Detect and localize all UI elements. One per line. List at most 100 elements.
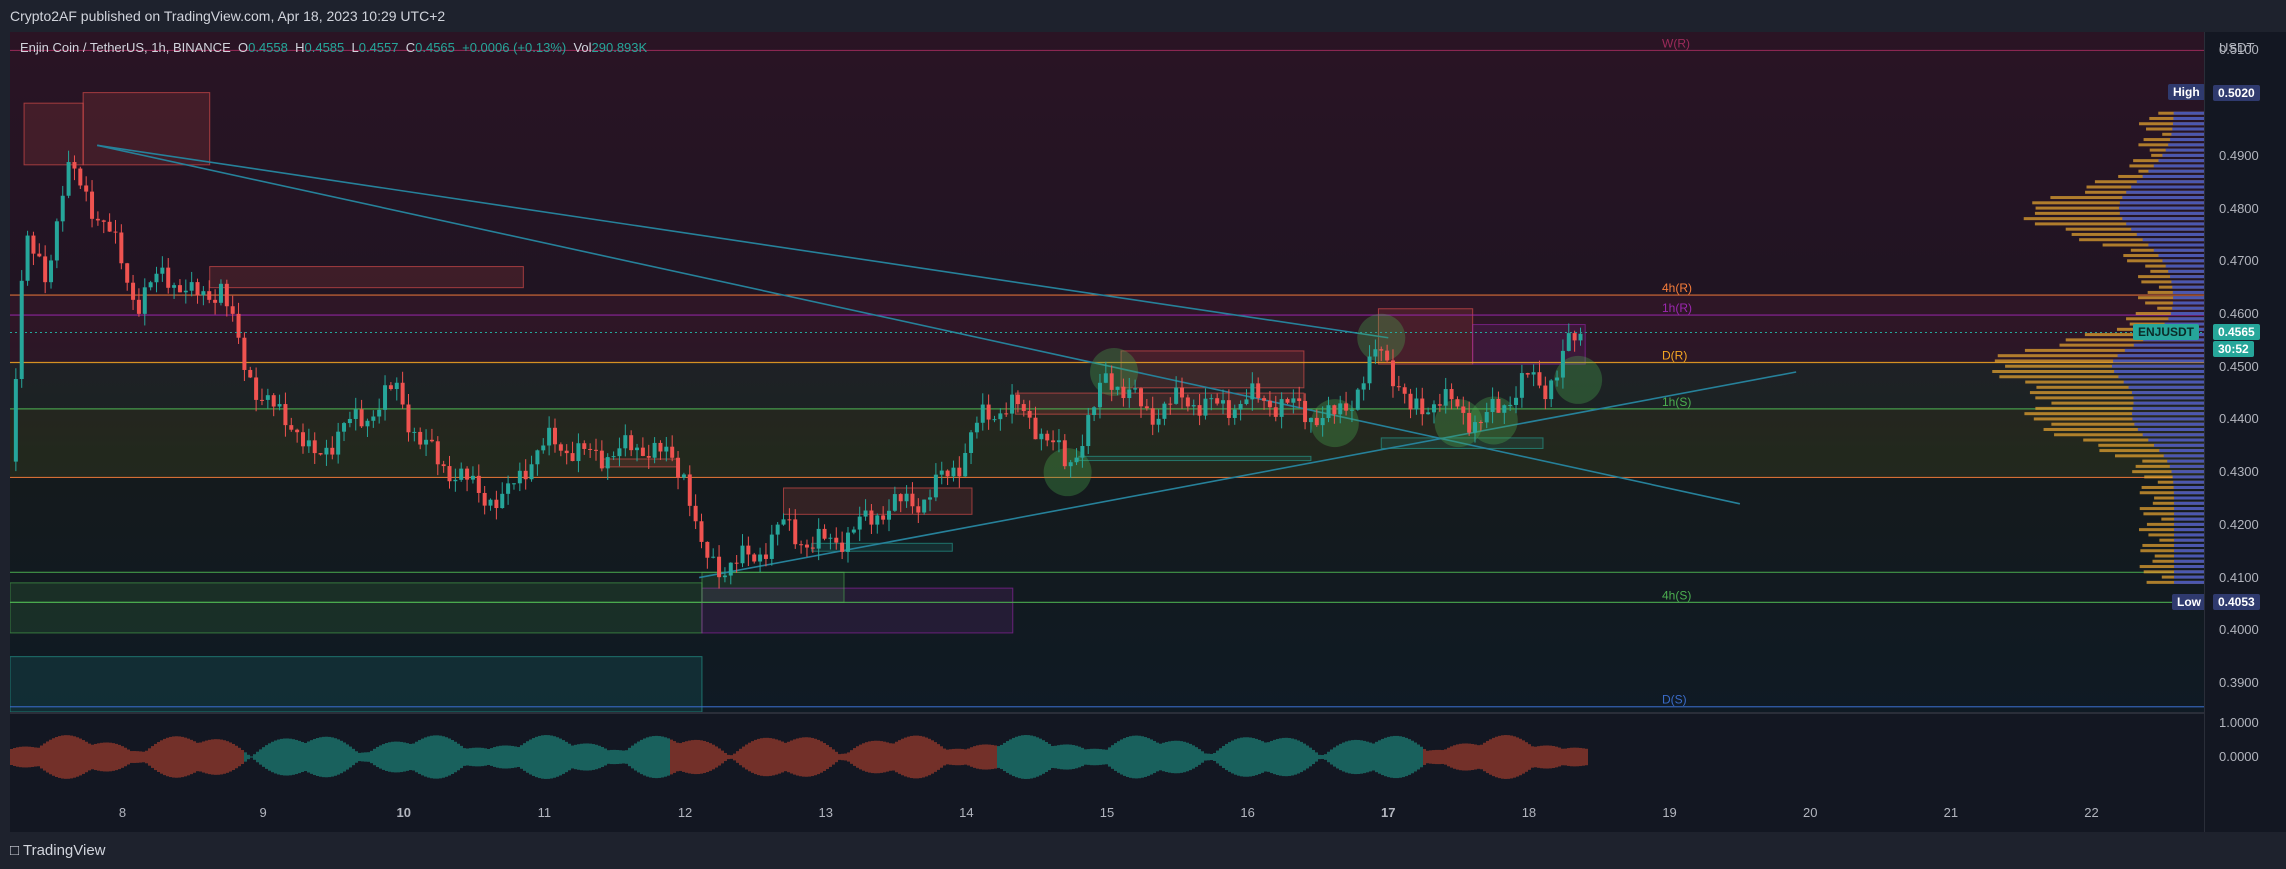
candle-body bbox=[201, 291, 206, 296]
profile-value-area bbox=[2171, 132, 2204, 136]
candle-body bbox=[1203, 398, 1208, 416]
price-chart[interactable]: W(R) 4h(R) 1h(R) D(R) 1h(S) 4h(S) D(S) 8 9 10 11 12… bbox=[10, 32, 2204, 832]
oscillator-bar bbox=[1180, 741, 1183, 773]
profile-value-area bbox=[2172, 127, 2204, 131]
oscillator-bar bbox=[1324, 754, 1327, 760]
candle-body bbox=[822, 528, 827, 539]
oscillator-bar bbox=[853, 748, 856, 766]
zone-9 bbox=[1015, 392, 1305, 415]
candle-body bbox=[19, 280, 24, 380]
oscillator-bar bbox=[379, 745, 382, 769]
profile-value-area bbox=[2174, 580, 2204, 584]
close-value: 0.4565 bbox=[415, 40, 455, 55]
oscillator-bar bbox=[205, 740, 208, 774]
profile-value-area bbox=[2172, 122, 2204, 126]
oscillator-bar bbox=[85, 741, 88, 773]
oscillator-bar bbox=[289, 738, 292, 776]
oscillator-bar bbox=[760, 738, 763, 776]
oscillator-bar bbox=[1360, 740, 1363, 774]
profile-value-area bbox=[2173, 496, 2204, 500]
oscillator-bar bbox=[769, 738, 772, 776]
candle-body bbox=[254, 377, 259, 400]
profile-value-area bbox=[2133, 396, 2204, 400]
oscillator-bar bbox=[1144, 737, 1147, 777]
oscillator-bar bbox=[961, 748, 964, 766]
tradingview-logo[interactable]: □​ TradingView bbox=[10, 842, 106, 859]
oscillator-bar bbox=[763, 737, 766, 777]
oscillator-bar bbox=[571, 745, 574, 769]
level-label: 4h(R) bbox=[1662, 281, 1692, 295]
oscillator-bar bbox=[1135, 735, 1138, 779]
profile-value-area bbox=[2172, 475, 2204, 479]
candle-body bbox=[1449, 389, 1454, 400]
oscillator-bar bbox=[646, 737, 649, 777]
oscillator-bar bbox=[259, 749, 262, 765]
oscillator-bar bbox=[1450, 746, 1453, 768]
oscillator-bar bbox=[337, 739, 340, 775]
oscillator-bar bbox=[739, 748, 742, 766]
profile-value-area bbox=[2159, 449, 2204, 453]
candle-body bbox=[1273, 407, 1278, 417]
period-high-badge: High bbox=[2168, 83, 2204, 100]
oscillator-bar bbox=[409, 743, 412, 771]
oscillator-bar bbox=[361, 752, 364, 762]
candle-body bbox=[494, 499, 499, 509]
oscillator-bar bbox=[142, 751, 145, 763]
candle-body bbox=[136, 299, 141, 314]
oscillator-bar bbox=[559, 738, 562, 776]
oscillator-bar bbox=[1123, 738, 1126, 776]
oscillator-bar bbox=[220, 739, 223, 775]
oscillator-bar bbox=[1483, 742, 1486, 772]
candle-body bbox=[295, 429, 300, 433]
candle-body bbox=[95, 218, 100, 221]
candle-body bbox=[1426, 412, 1431, 415]
candle-body bbox=[951, 467, 956, 477]
candle-body bbox=[37, 253, 42, 257]
period-high-value: 0.5020 bbox=[2213, 84, 2260, 101]
candle-body bbox=[1373, 349, 1378, 357]
candle-body bbox=[1033, 417, 1038, 440]
oscillator-bar bbox=[1453, 745, 1456, 769]
oscillator-bar bbox=[661, 736, 664, 778]
profile-bar bbox=[2054, 433, 2204, 437]
oscillator-bar bbox=[1282, 737, 1285, 777]
candle-body bbox=[1560, 350, 1565, 378]
oscillator-bar bbox=[724, 752, 727, 762]
oscillator-bar bbox=[10, 749, 13, 765]
oscillator-bar bbox=[454, 741, 457, 773]
candle-body bbox=[1379, 349, 1384, 351]
profile-value-area bbox=[2174, 543, 2204, 547]
level-label: D(S) bbox=[1662, 693, 1687, 707]
oscillator-bar bbox=[1405, 737, 1408, 777]
oscillator-bar bbox=[1255, 738, 1258, 776]
oscillator-bar bbox=[334, 738, 337, 776]
oscillator-bar bbox=[1507, 735, 1510, 779]
candle-body bbox=[119, 232, 124, 264]
oscillator-bar bbox=[712, 744, 715, 770]
publication-header: Crypto2AF published on TradingView.com, … bbox=[0, 0, 2286, 32]
oscillator-bar bbox=[250, 756, 253, 758]
oscillator-bar bbox=[358, 752, 361, 762]
candle-body bbox=[259, 399, 264, 401]
oscillator-bar bbox=[430, 735, 433, 779]
chart-pane[interactable]: W(R) 4h(R) 1h(R) D(R) 1h(S) 4h(S) D(S) 8 9 10 11 12… bbox=[10, 32, 2204, 832]
oscillator-bar bbox=[535, 736, 538, 778]
candle-body bbox=[213, 299, 218, 303]
candle-body bbox=[131, 282, 136, 300]
oscillator-bar bbox=[1039, 738, 1042, 776]
oscillator-bar bbox=[445, 737, 448, 777]
oscillator-bar bbox=[544, 735, 547, 779]
candle-body bbox=[787, 519, 792, 521]
candle-body bbox=[857, 516, 862, 530]
profile-bar bbox=[2139, 528, 2204, 532]
oscillator-bar bbox=[1042, 740, 1045, 774]
candle-body bbox=[781, 519, 786, 525]
oscillator-bar bbox=[772, 738, 775, 776]
oscillator-bar bbox=[37, 747, 40, 767]
candle-body bbox=[517, 470, 522, 484]
candle-body bbox=[195, 282, 200, 296]
price-scale[interactable]: USDT 0.5100 0.4900 0.4800 0.4700 0.4600 0.450… bbox=[2204, 32, 2286, 832]
oscillator-bar bbox=[1426, 750, 1429, 764]
oscillator-bar bbox=[757, 738, 760, 776]
oscillator-bar bbox=[919, 735, 922, 779]
